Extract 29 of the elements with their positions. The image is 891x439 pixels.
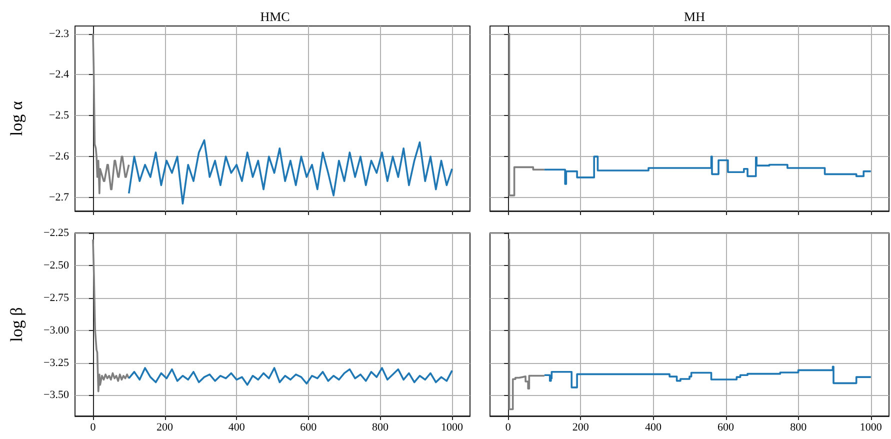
y-tick-label: −2.3 — [49, 28, 70, 40]
x-tick-label: 800 — [372, 422, 389, 434]
x-tick-label: 400 — [228, 422, 246, 434]
x-tick-label: 200 — [156, 422, 174, 434]
x-tick-label: 200 — [572, 422, 590, 434]
y-tick-label: −2.7 — [49, 191, 70, 204]
chart-title: HMC — [260, 9, 290, 24]
line-series — [128, 139, 453, 205]
x-tick-label: 1000 — [860, 422, 882, 434]
line-series — [128, 367, 453, 386]
y-tick-label: −3.50 — [44, 389, 70, 402]
y-axis-title: log β — [7, 307, 26, 342]
y-tick-label: −3.00 — [44, 324, 70, 336]
y-tick-label: −2.75 — [44, 292, 70, 304]
x-tick-label: 1000 — [441, 422, 464, 434]
x-tick-label: 800 — [790, 422, 808, 434]
y-tick-label: −3.25 — [44, 356, 70, 369]
y-axis-title: log α — [7, 100, 26, 136]
y-tick-label: −2.50 — [44, 259, 70, 272]
x-tick-label: 0 — [505, 422, 512, 434]
x-tick-label: 600 — [718, 422, 735, 434]
x-tick-label: 0 — [90, 422, 96, 434]
x-tick-label: 600 — [300, 422, 318, 434]
y-tick-label: −2.5 — [49, 110, 70, 122]
y-tick-label: −2.25 — [44, 227, 70, 239]
chart-title: MH — [684, 9, 705, 24]
y-tick-label: −2.6 — [49, 150, 70, 163]
y-tick-label: −2.4 — [49, 68, 70, 81]
x-tick-label: 400 — [644, 422, 662, 434]
